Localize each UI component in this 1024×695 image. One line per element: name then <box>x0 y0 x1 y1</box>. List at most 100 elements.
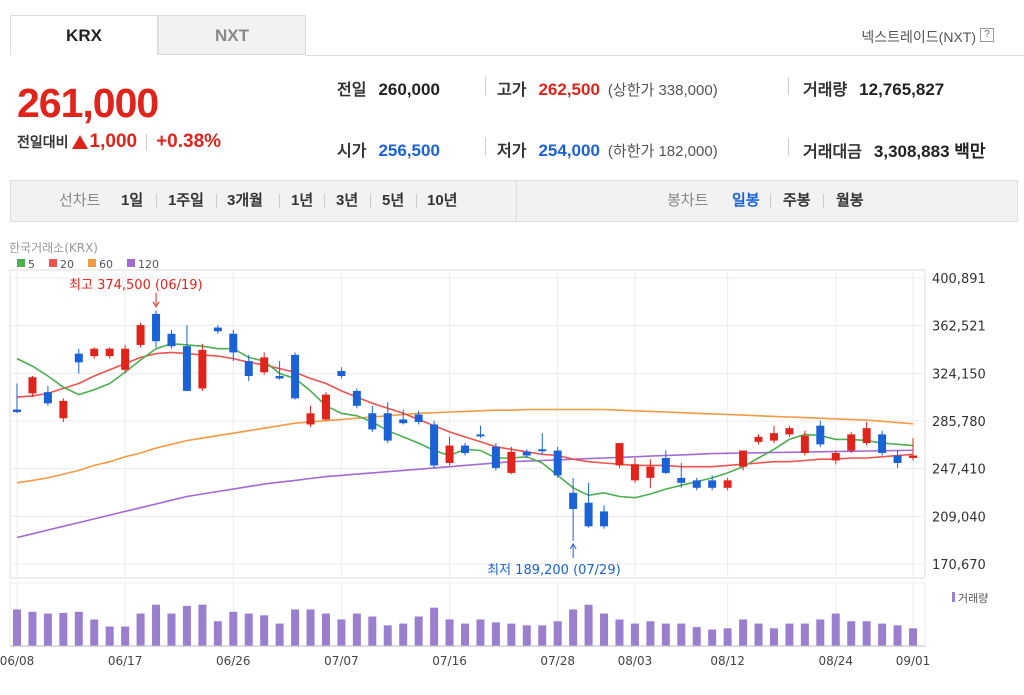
period-separator <box>416 194 417 208</box>
y-tick-label: 209,040 <box>932 510 986 525</box>
change-amount: 1,000 <box>89 131 138 152</box>
x-tick-label: 07/16 <box>432 654 467 668</box>
volume-bar <box>878 623 887 646</box>
x-tick-label: 07/28 <box>540 654 575 668</box>
x-tick-label: 09/01 <box>896 654 931 668</box>
candle-weekly[interactable]: 주봉 <box>783 192 811 209</box>
y-tick-label: 400,891 <box>932 272 986 287</box>
chart-axes: 400,891 362,521 324,150 285,780 247,410 209,0… <box>0 272 988 668</box>
period-separator <box>370 194 371 208</box>
stat-divider <box>485 77 486 95</box>
candle-body <box>399 419 408 424</box>
candle-monthly[interactable]: 월봉 <box>836 192 864 209</box>
volume-label: 거래량 <box>958 592 988 605</box>
volume-bar <box>121 626 130 646</box>
period-separator <box>324 194 325 208</box>
stat-turnover: 거래대금 3,308,883 백만 <box>803 137 986 162</box>
volume-bar <box>831 613 840 646</box>
period-1y[interactable]: 1년 <box>291 192 314 209</box>
candle-body <box>893 455 902 463</box>
candle-body <box>229 333 238 353</box>
change-label: 전일대비 <box>17 134 69 150</box>
period-separator <box>770 194 771 208</box>
candle-body <box>167 333 176 347</box>
stat-divider <box>788 138 789 156</box>
candle-body <box>553 450 562 476</box>
tab-krx[interactable]: KRX <box>10 15 158 55</box>
volume-bar <box>909 628 917 646</box>
legend-swatch <box>49 259 57 267</box>
candle-body <box>244 361 253 377</box>
volume-bar <box>368 616 377 646</box>
volume-bar <box>461 623 469 646</box>
candle-body <box>28 377 37 394</box>
tab-nxt[interactable]: NXT <box>158 15 306 55</box>
period-3m[interactable]: 3개월 <box>227 192 263 209</box>
candle-body <box>291 354 300 399</box>
stat-value: 262,500 <box>538 80 600 99</box>
stat-open: 시가 256,500 <box>337 137 440 161</box>
x-tick-label: 06/08 <box>0 654 34 668</box>
y-tick-label: 285,780 <box>932 415 986 430</box>
line-chart-label: 선차트 <box>59 192 101 209</box>
volume-bar <box>74 611 83 646</box>
period-10y[interactable]: 10년 <box>427 192 458 209</box>
volume-bar <box>862 621 871 646</box>
volume-bar <box>507 623 516 646</box>
volume-bar <box>43 613 52 646</box>
volume-bar <box>59 612 68 646</box>
volume-bar <box>13 609 21 646</box>
nxt-link[interactable]: 넥스트레이드(NXT) <box>861 29 976 45</box>
volume-bar <box>754 623 763 646</box>
candle-body <box>476 434 485 437</box>
candle-body <box>522 451 531 456</box>
period-1d[interactable]: 1일 <box>121 192 144 209</box>
legend-swatch <box>88 259 96 267</box>
candle-body <box>352 390 361 406</box>
volume-bar <box>476 619 485 646</box>
up-arrow-icon <box>71 135 88 149</box>
candle-body <box>182 346 191 391</box>
period-5y[interactable]: 5년 <box>382 192 405 209</box>
candle-body <box>862 428 871 444</box>
y-tick-label: 324,150 <box>932 367 986 382</box>
candle-body <box>121 348 130 370</box>
x-tick-label: 08/12 <box>710 654 745 668</box>
volume-bar <box>569 609 578 646</box>
candle-body <box>491 446 500 468</box>
period-separator <box>216 194 217 208</box>
volume-bar <box>90 619 99 646</box>
candle-body <box>368 413 377 430</box>
volume-bar <box>769 628 778 646</box>
candle-body <box>152 313 161 342</box>
x-tick-label: 08/24 <box>818 654 853 668</box>
help-icon[interactable]: ? <box>980 28 994 42</box>
candle-body <box>461 445 469 454</box>
volume-bar <box>105 626 114 646</box>
candle-body <box>414 414 423 422</box>
candle-body <box>43 392 52 404</box>
candle-body <box>198 349 207 389</box>
candle-body <box>74 353 83 363</box>
candle-body <box>630 464 639 481</box>
legend-label: 20 <box>60 258 74 271</box>
period-separator <box>823 194 824 208</box>
volume-bar <box>321 613 330 646</box>
stat-low: 저가 254,000 (하한가 182,000) <box>497 137 718 161</box>
period-1w[interactable]: 1주일 <box>168 192 204 209</box>
period-3y[interactable]: 3년 <box>336 192 359 209</box>
low-annotation: 최저 189,200 (07/29) <box>487 563 621 578</box>
stat-label: 전일 <box>337 82 367 99</box>
candle-body <box>769 433 778 441</box>
candle-body <box>692 480 701 488</box>
stat-value: 3,308,883 백만 <box>873 142 986 161</box>
volume-bar <box>306 609 315 646</box>
volume-bar <box>337 619 346 646</box>
candle-body <box>739 450 748 467</box>
volume-bar <box>291 609 300 646</box>
candles <box>13 310 917 541</box>
candle-daily[interactable]: 일봉 <box>732 192 760 209</box>
legend-label: 120 <box>138 258 159 271</box>
legend-label: 60 <box>99 258 113 271</box>
x-tick-label: 07/07 <box>324 654 359 668</box>
